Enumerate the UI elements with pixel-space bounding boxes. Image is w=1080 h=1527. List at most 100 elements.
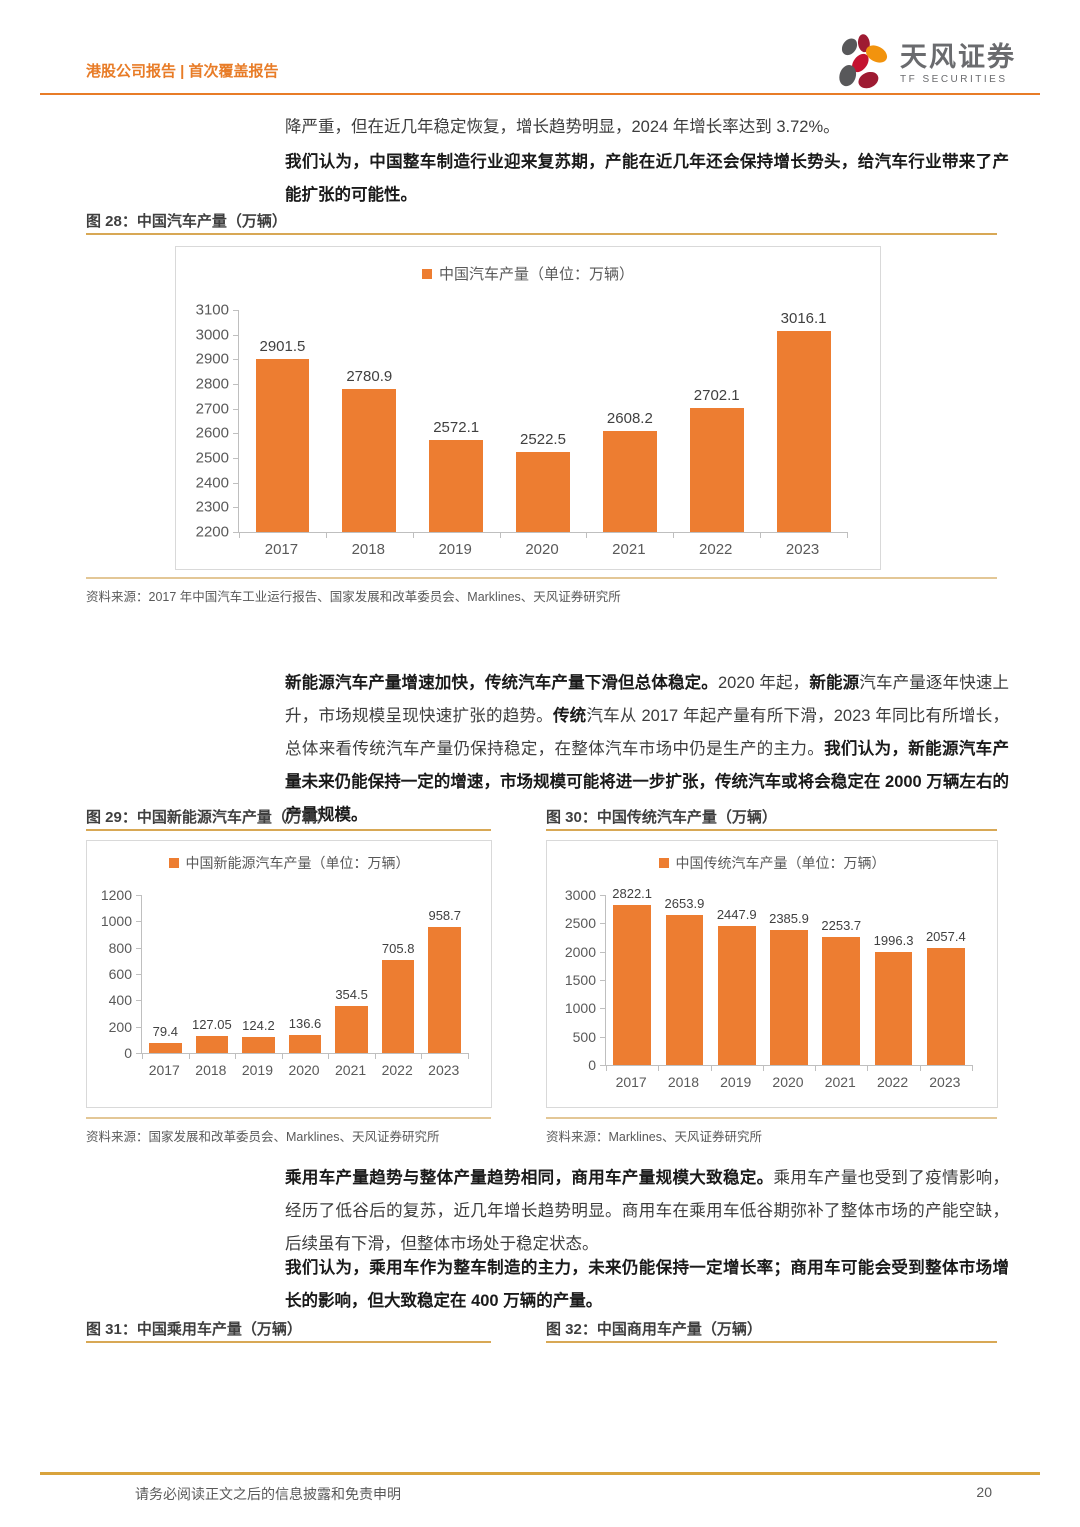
y-axis-tick [233, 359, 239, 361]
y-axis-tick [233, 532, 239, 533]
bar-slot: 2447.9 [711, 895, 763, 1065]
x-axis-label: 2022 [876, 1074, 909, 1090]
bold-text-run: 我们认为，新能源汽车产量未来仍能保持一定的增速，市场规模可能将进一步扩张，传统汽… [285, 739, 1010, 824]
bar [602, 431, 657, 532]
bar-slot: 958.7 [421, 895, 468, 1053]
bar-slot: 2702.1 [673, 310, 760, 532]
bar-value-label: 2702.1 [693, 387, 740, 405]
y-axis-tick [136, 1000, 142, 1002]
text-run: 汽车从 2017 年起产量有所下滑，2023 年同比有所增长，总体来看传统汽车产… [285, 706, 1010, 758]
bar-slot: 1996.3 [867, 895, 919, 1065]
bar [770, 929, 808, 1065]
x-axis-tick [762, 1065, 764, 1071]
y-axis-tick [136, 974, 142, 975]
x-axis-label: 2019 [720, 1074, 752, 1090]
paragraph-continuation: 降严重，但在近几年稳定恢复，增长趋势明显，2024 年增长率达到 3.72%。 [285, 117, 840, 136]
x-axis-tick [281, 1053, 283, 1059]
fig31-title: 图 31：中国乘用车产量（万辆） [86, 1321, 302, 1338]
y-axis-tick-label: 200 [108, 1018, 132, 1035]
y-axis-tick [600, 951, 606, 953]
fig30-source: 资料来源：Marklines、天风证券研究所 [546, 1130, 762, 1144]
y-axis-tick [233, 507, 239, 509]
x-axis-tick [972, 1065, 973, 1071]
paragraph-nev-vs-traditional: 新能源汽车产量增速加快，传统汽车产量下滑但总体稳定。2020 年起，新能源汽车产… [285, 667, 1009, 832]
fig31-title-rule [86, 1341, 491, 1343]
x-axis-label: 2018 [667, 1074, 699, 1090]
y-axis-tick [233, 334, 239, 336]
y-axis-tick [136, 1053, 142, 1054]
header-divider [40, 93, 1040, 95]
x-axis-label: 2021 [824, 1074, 856, 1090]
x-axis-tick [760, 532, 762, 538]
bar [288, 1035, 322, 1053]
bars: 2901.5 2780.9 2572.1 2522.5 2608.2 2702.1 3016… [239, 310, 848, 538]
x-axis-label: 2022 [381, 1062, 413, 1078]
bar-slot: 2253.7 [815, 895, 867, 1065]
y-axis-tick-label: 1200 [100, 887, 132, 903]
x-axis-labels: 2017 2018 2019 2020 2021 2022 2023 [141, 1054, 467, 1078]
bar [822, 937, 861, 1065]
x-axis-label: 2017 [615, 1074, 647, 1090]
fig29-bottom-rule [86, 1117, 491, 1119]
bar [665, 914, 704, 1065]
bar-slot: 124.2 [235, 895, 282, 1053]
bold-text-run: 新能源汽车产量增速加快，传统汽车产量下滑但总体稳定。 [285, 673, 718, 692]
y-axis-tick-label: 0 [588, 1057, 596, 1073]
brand-text: 天风证券 TF SECURITIES [900, 42, 1016, 85]
plot-area: 79.4 127.05 124.2 136.6 354.5 705.8 958.7 1200 1… [101, 887, 469, 1061]
y-axis-tick [136, 1026, 142, 1028]
y-axis-tick-label: 2200 [195, 523, 229, 541]
x-axis-tick [421, 1053, 423, 1059]
x-axis-labels: 2017 2018 2019 2020 2021 2022 2023 [605, 1066, 971, 1090]
tf-securities-logo: 天风证券 TF SECURITIES [836, 34, 1016, 92]
y-axis-tick [136, 921, 142, 923]
y-axis-tick [600, 1065, 606, 1066]
x-axis-tick [188, 1053, 190, 1059]
y-axis-tick [233, 482, 239, 484]
fig30-chart: 中国传统汽车产量（单位：万辆） 2822.1 2653.9 2447.9 2385.9… [546, 840, 998, 1108]
plot-area: 2822.1 2653.9 2447.9 2385.9 2253.7 1996.3 2057… [565, 886, 973, 1073]
text-run: 乘用车产量也受到了疫情影响，经历了低谷后的复苏，近几年增长趋势明显。商用车在乘用… [285, 1168, 1010, 1253]
x-axis-tick [658, 1065, 660, 1071]
bar [342, 388, 397, 532]
x-axis-label: 2020 [525, 541, 559, 558]
x-axis-label: 2017 [148, 1062, 180, 1078]
bar-slot: 136.6 [282, 895, 329, 1053]
fig29-title-rule [86, 829, 491, 831]
text-run: 2020 年起， [717, 673, 810, 692]
y-axis-tick-label: 2600 [195, 424, 229, 442]
bold-text-run: 新能源 [809, 673, 860, 692]
bold-text-run: 我们认为，乘用车作为整车制造的主力，未来仍能保持一定增长率；商用车可能会受到整体… [285, 1258, 1009, 1310]
x-axis-tick [586, 532, 588, 538]
brand-name-cn: 天风证券 [900, 41, 1016, 72]
x-axis-tick [142, 1053, 143, 1059]
y-axis-tick-label: 2400 [195, 474, 229, 492]
fig32-title: 图 32：中国商用车产量（万辆） [546, 1321, 762, 1338]
x-axis-tick [606, 1065, 607, 1071]
bar [689, 408, 744, 532]
x-axis-label: 2023 [428, 1062, 460, 1078]
breadcrumb: 港股公司报告 | 首次覆盖报告 [86, 63, 279, 80]
fig28-bottom-rule [86, 577, 997, 579]
paragraph-opinion-1: 我们认为，中国整车制造行业迎来复苏期，产能在近几年还会保持增长势头，给汽车行业带… [285, 152, 1009, 204]
y-axis-tick-label: 2700 [195, 400, 229, 418]
bar-value-label: 2608.2 [606, 410, 653, 428]
bar-slot: 2385.9 [763, 895, 815, 1065]
y-axis-tick [136, 895, 142, 896]
y-axis-tick-label: 2000 [564, 943, 596, 960]
footer-disclaimer: 请务必阅读正文之后的信息披露和免责申明 [135, 1486, 401, 1502]
legend-label: 中国新能源汽车产量（单位：万辆） [185, 855, 410, 871]
legend-marker [421, 268, 432, 279]
bar-value-label: 2822.1 [612, 886, 653, 902]
x-axis-label: 2019 [241, 1062, 274, 1078]
x-axis-tick [235, 1053, 237, 1059]
bar-slot: 705.8 [375, 895, 422, 1053]
bar-value-label: 705.8 [381, 941, 415, 957]
bar-slot: 2780.9 [326, 310, 413, 532]
y-axis-tick-label: 1500 [564, 972, 596, 988]
brand-name-en: TF SECURITIES [900, 73, 1008, 85]
y-axis-tick-label: 1000 [100, 913, 132, 930]
x-axis-label: 2017 [264, 541, 299, 558]
bar [429, 440, 484, 532]
bar-slot: 2522.5 [500, 310, 587, 532]
